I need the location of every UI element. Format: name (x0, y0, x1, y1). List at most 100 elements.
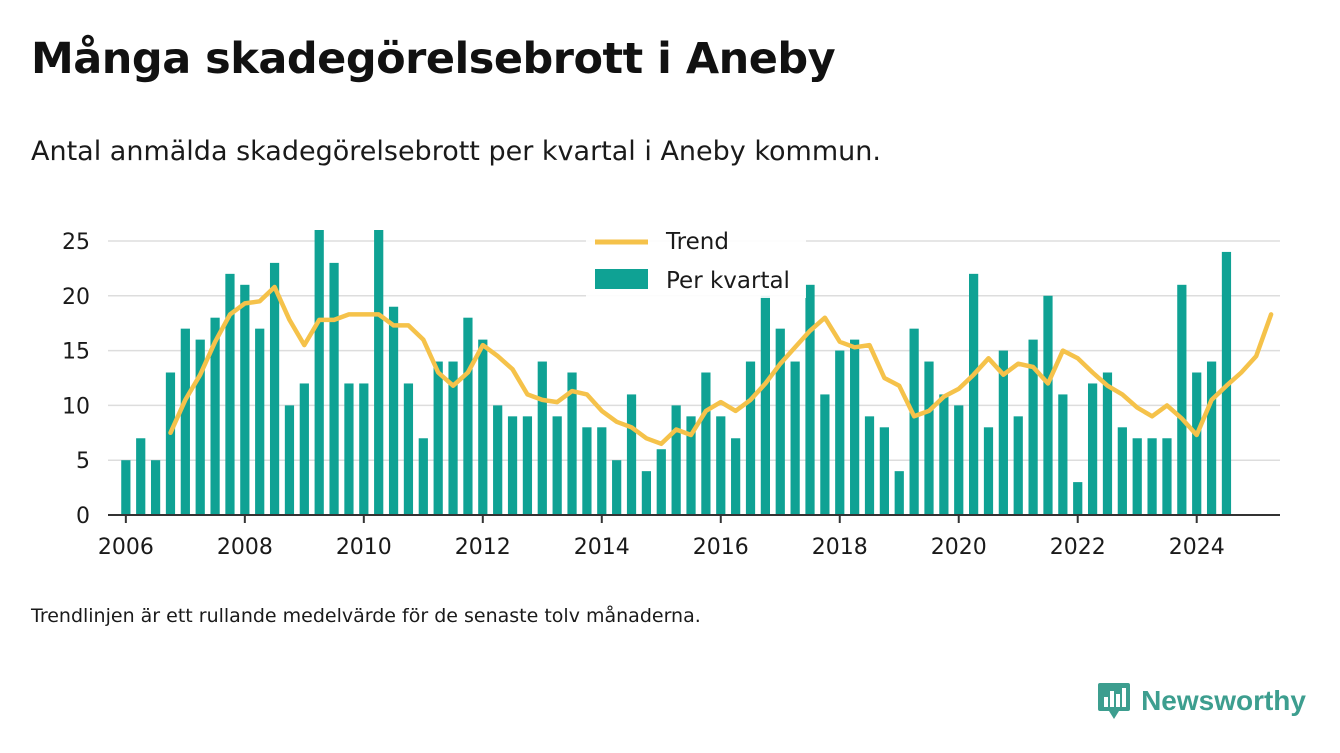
bar (329, 262, 339, 515)
bar (745, 361, 756, 515)
bar (686, 416, 696, 515)
bar (820, 394, 830, 515)
bar (612, 460, 622, 515)
bar (983, 427, 994, 515)
bar (136, 438, 146, 515)
bar (418, 438, 428, 515)
bar (656, 449, 666, 515)
y-tick-label: 10 (62, 394, 90, 419)
bar (1162, 438, 1172, 515)
x-tick-label: 2014 (574, 535, 630, 560)
bar (121, 460, 131, 515)
legend-bars-label: Per kvartal (666, 268, 790, 294)
bar (1177, 284, 1187, 515)
bar (775, 328, 785, 515)
y-tick-label: 25 (62, 230, 90, 255)
bar (1043, 295, 1053, 515)
bar (150, 460, 161, 515)
legend: Trend Per kvartal (586, 224, 806, 298)
chart-subtitle: Antal anmälda skadegörelsebrott per kvar… (31, 136, 881, 167)
bar (969, 273, 979, 515)
bar (284, 405, 295, 515)
x-tick-label: 2020 (931, 535, 987, 560)
bar (924, 361, 934, 515)
bar (165, 372, 176, 515)
bar (954, 405, 964, 515)
bar (507, 416, 518, 515)
bar (701, 372, 711, 515)
bar (1192, 372, 1202, 515)
bar (790, 361, 800, 515)
footnote: Trendlinjen är ett rullande medelvärde f… (31, 605, 701, 627)
bar (240, 284, 250, 515)
newsworthy-logo-icon (1098, 683, 1131, 719)
brand-name: Newsworthy (1141, 685, 1306, 716)
bar (210, 317, 220, 515)
bar (1132, 438, 1142, 515)
bar (299, 383, 309, 515)
legend-trend-label: Trend (665, 229, 729, 255)
bar (671, 405, 681, 515)
bar (864, 416, 875, 515)
bar (255, 328, 265, 515)
bar (478, 339, 488, 515)
bar (998, 350, 1008, 515)
bar (582, 427, 592, 515)
bar (716, 416, 726, 515)
bar (537, 361, 547, 515)
bar (879, 427, 889, 515)
bar (805, 284, 815, 515)
bar (195, 339, 205, 515)
bar (731, 438, 741, 515)
bar (269, 262, 280, 515)
bar (314, 230, 324, 515)
trend-series (168, 284, 1274, 447)
bar (180, 328, 190, 515)
bar (850, 339, 860, 515)
bar (1013, 416, 1023, 515)
x-tick-label: 2022 (1050, 535, 1106, 560)
bar-series (121, 230, 1232, 515)
bar (552, 416, 562, 515)
x-tick-label: 2016 (693, 535, 749, 560)
bar (433, 361, 443, 515)
trend-line (168, 284, 1274, 447)
bar (1028, 339, 1038, 515)
axes: 0 5 10 15 20 25 2006 2008 2010 2012 2014 2016 2018 20… (62, 230, 1280, 560)
y-tick-label: 20 (62, 285, 90, 310)
bar (225, 273, 235, 515)
bar (1073, 482, 1083, 515)
chart-title: Många skadegörelsebrott i Aneby (31, 34, 836, 84)
bar (641, 471, 652, 515)
legend-bars-swatch (595, 269, 648, 289)
bar (1102, 372, 1113, 515)
bar (1117, 427, 1127, 515)
bar (1058, 394, 1068, 515)
bar (1087, 383, 1098, 515)
x-tick-label: 2018 (812, 535, 868, 560)
bar (567, 372, 577, 515)
x-tick-label: 2012 (455, 535, 511, 560)
bar (939, 394, 949, 515)
x-tick-label: 2010 (336, 535, 392, 560)
x-tick-label: 2006 (98, 535, 154, 560)
bar (760, 295, 771, 515)
bar (344, 383, 354, 515)
y-tick-label: 0 (76, 504, 90, 529)
bar (448, 361, 458, 515)
bar (894, 471, 904, 515)
bar (909, 328, 919, 515)
bar (374, 230, 384, 515)
newsworthy-logo: Newsworthy (1097, 681, 1306, 721)
bar (597, 427, 607, 515)
x-tick-label: 2024 (1169, 535, 1225, 560)
bar (388, 306, 399, 515)
bar (522, 416, 533, 515)
x-tick-label: 2008 (217, 535, 273, 560)
bar (626, 394, 637, 515)
bar (403, 383, 414, 515)
y-tick-label: 15 (62, 340, 90, 365)
chart-area: 0 5 10 15 20 25 2006 2008 2010 2012 2014 2016 2018 20… (62, 224, 1280, 560)
bar (463, 317, 473, 515)
bar (493, 405, 503, 515)
